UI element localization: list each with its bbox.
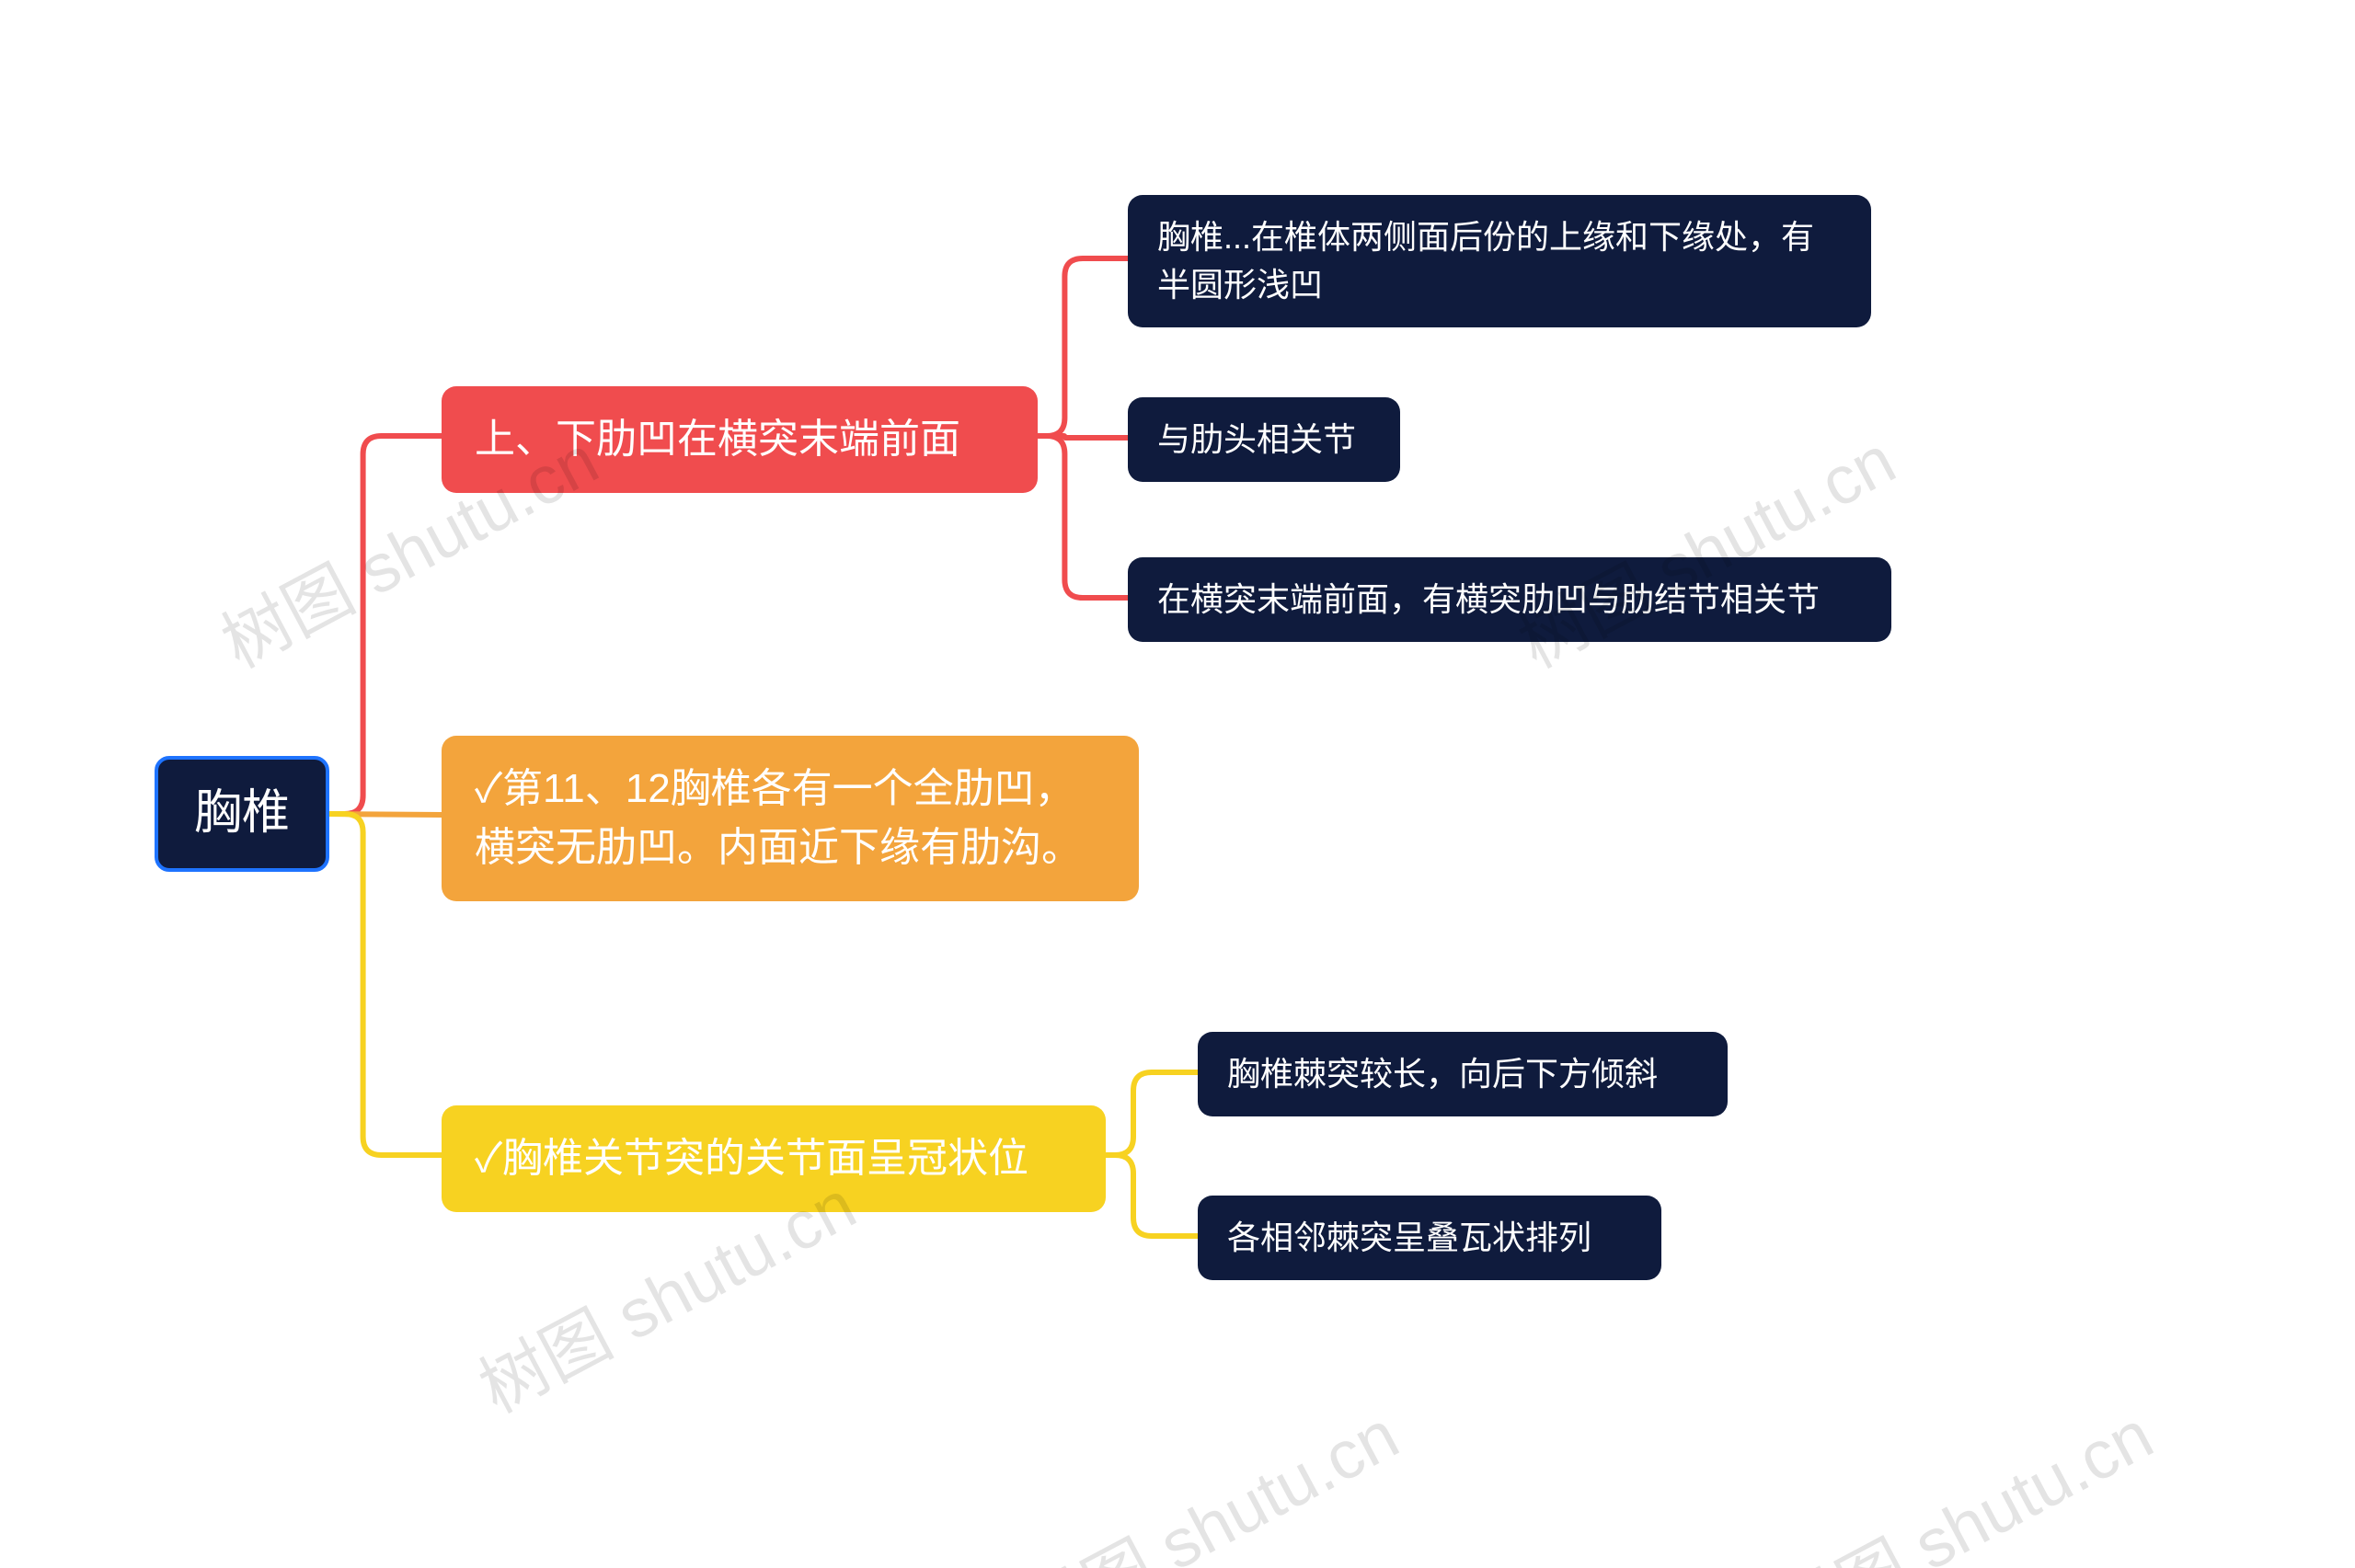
watermark: 树图 shutu.cn [1757, 1381, 2167, 1568]
branch-3-child-2: 各相邻棘突呈叠瓦状排列 [1198, 1196, 1661, 1280]
branch-2: ✓第11、12胸椎各有一个全肋凹，横突无肋凹。内面近下缘有肋沟。 [442, 736, 1139, 901]
branch-3-label: ✓胸椎关节突的关节面呈冠状位 [475, 1129, 1028, 1188]
root-label: 胸椎 [194, 779, 290, 848]
branch-3-child-1: 胸椎棘突较长，向后下方倾斜 [1198, 1032, 1728, 1116]
branch-1-child-2-label: 与肋头相关节 [1157, 416, 1356, 464]
branch-3-child-1-label: 胸椎棘突较长，向后下方倾斜 [1227, 1050, 1658, 1098]
watermark: 树图 shutu.cn [1499, 406, 1910, 687]
watermark: 树图 shutu.cn [1003, 1381, 1413, 1568]
branch-1-child-2: 与肋头相关节 [1128, 397, 1400, 482]
branch-1-child-1-label: 胸椎...在椎体两侧面后份的上缘和下缘处，有半圆形浅凹 [1157, 213, 1842, 309]
root-node: 胸椎 [155, 756, 329, 872]
branch-3-child-2-label: 各相邻棘突呈叠瓦状排列 [1227, 1214, 1591, 1262]
branch-2-label: ✓第11、12胸椎各有一个全肋凹，横突无肋凹。内面近下缘有肋沟。 [475, 760, 1106, 877]
watermark: 树图 shutu.cn [202, 406, 613, 687]
branch-1-child-1: 胸椎...在椎体两侧面后份的上缘和下缘处，有半圆形浅凹 [1128, 195, 1871, 327]
